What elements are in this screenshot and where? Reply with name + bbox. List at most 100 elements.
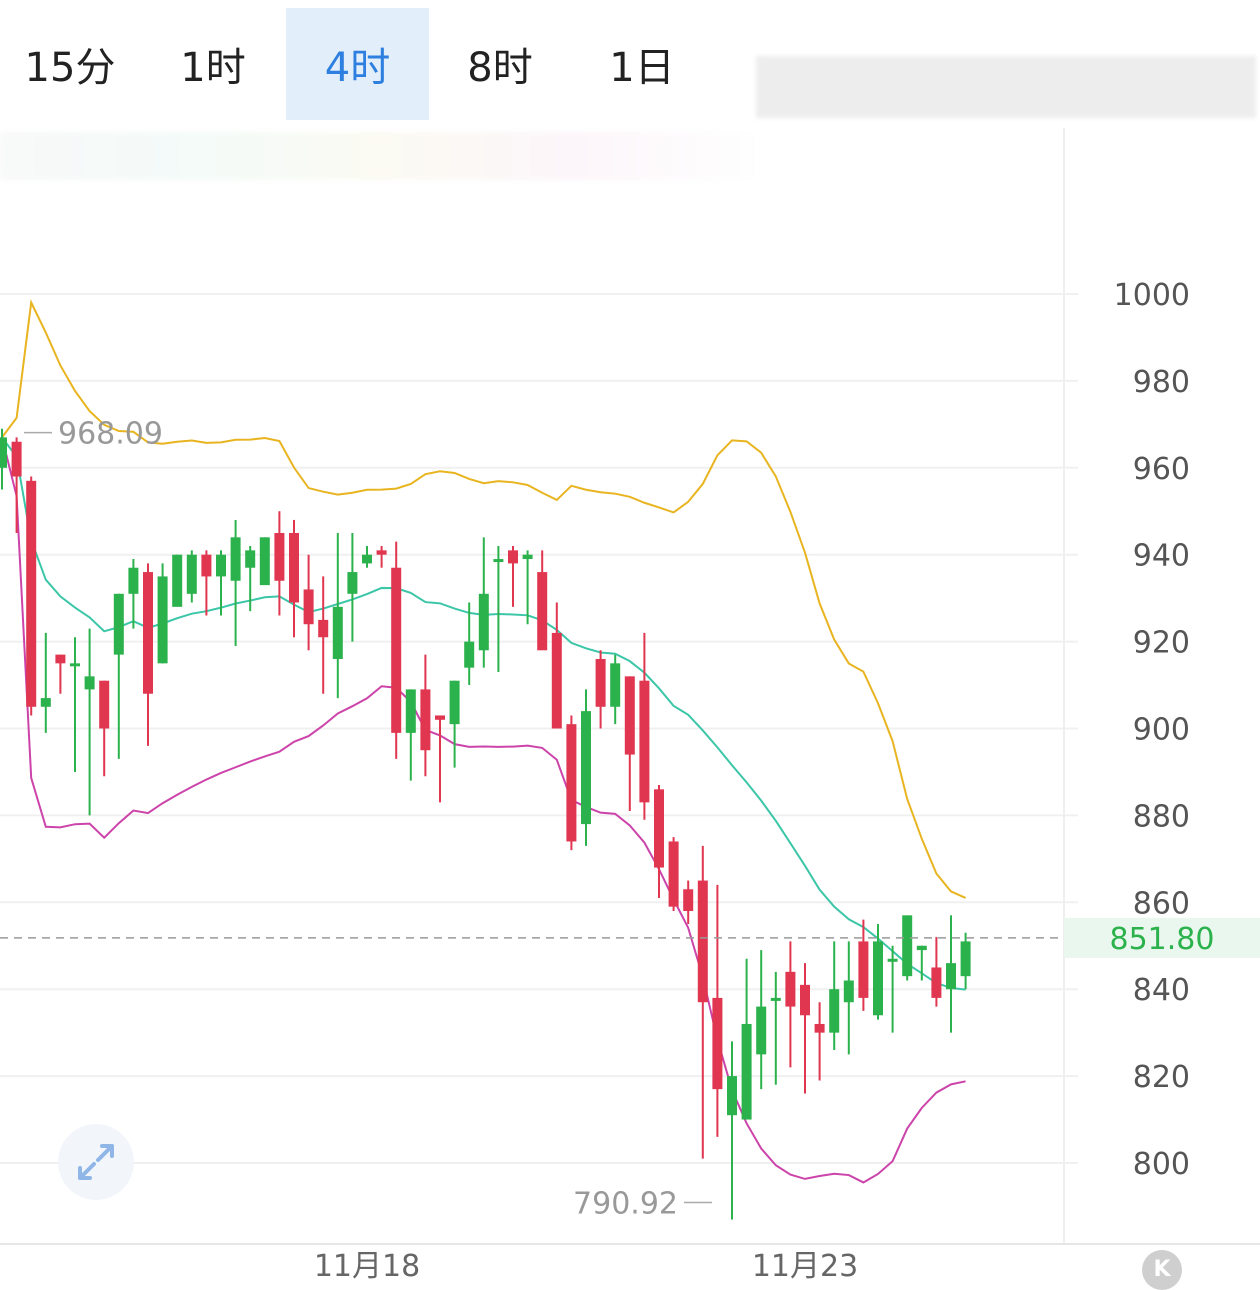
candle-body [464, 641, 475, 668]
candle-body [332, 606, 343, 659]
candle [843, 941, 854, 1055]
current-price-label: 851.80 [1110, 922, 1215, 957]
candle-body [712, 997, 723, 1090]
y-tick-label: 820 [1133, 1060, 1190, 1095]
candle [216, 550, 226, 616]
blurred-indicator-strip [0, 132, 760, 180]
candle [712, 884, 723, 1137]
candle [464, 602, 475, 686]
candle [0, 428, 7, 490]
candle-body [303, 589, 314, 625]
candle [522, 550, 533, 625]
candle-body [624, 676, 635, 755]
candle-body [274, 532, 285, 581]
candle [172, 554, 183, 607]
candle-body [259, 537, 270, 586]
timeframe-tabbar: 15分 1时 4时 8时 1日 [0, 8, 1260, 120]
candle-body [0, 437, 7, 468]
y-tick-label: 800 [1133, 1147, 1190, 1182]
candle-body [143, 572, 153, 694]
candle [785, 941, 796, 1068]
candle-body [887, 958, 898, 962]
y-tick-label: 940 [1133, 539, 1190, 574]
candle-body [727, 1076, 737, 1116]
low-annotation: 790.92 [573, 1186, 678, 1221]
tab-4h[interactable]: 4时 [286, 8, 429, 120]
candle-body [683, 889, 694, 911]
candle [99, 680, 110, 777]
candle [902, 915, 913, 981]
candle-body [610, 663, 621, 707]
candle-body [70, 663, 80, 667]
candle [113, 593, 124, 759]
candle-body [800, 984, 810, 1016]
candle [946, 915, 956, 1033]
tab-1d[interactable]: 1日 [609, 45, 675, 91]
candle [566, 715, 577, 851]
candle-body [741, 1023, 752, 1120]
candle [727, 1041, 737, 1220]
candle [40, 632, 51, 733]
candle-body [113, 593, 124, 655]
candle-body [522, 554, 533, 560]
candle-body [537, 572, 548, 651]
candle [741, 958, 752, 1120]
candle-body [843, 980, 854, 1003]
candle [143, 563, 153, 746]
y-tick-label: 860 [1133, 886, 1190, 921]
y-tick-label: 840 [1133, 973, 1190, 1008]
k-button[interactable]: K [1142, 1250, 1182, 1290]
candle-body [26, 480, 37, 707]
candle [814, 1002, 825, 1081]
y-tick-label: 960 [1133, 452, 1190, 487]
candle-body [376, 550, 387, 555]
y-tick-label: 920 [1133, 626, 1190, 661]
candle [303, 554, 314, 651]
tab-1h[interactable]: 1时 [180, 45, 246, 91]
expand-arrows-icon [78, 1144, 114, 1180]
candle [128, 559, 139, 629]
candle [800, 963, 810, 1094]
upper-band-line [1, 299, 967, 899]
candle [595, 650, 606, 729]
candle [581, 689, 591, 846]
candle [435, 715, 445, 803]
blurred-tabs-region [756, 56, 1256, 118]
candle-body [172, 554, 183, 607]
candle-body [84, 676, 95, 690]
candle-body [756, 1006, 767, 1055]
candle-body [128, 567, 139, 594]
tab-8h[interactable]: 8时 [467, 45, 533, 91]
candle-body [201, 554, 212, 577]
y-tick-label: 1000 [1114, 278, 1190, 313]
candle [449, 680, 460, 768]
candle-body [654, 789, 664, 868]
candle-body [40, 698, 51, 707]
lower-band-line [1, 437, 966, 1184]
candle [756, 950, 767, 1090]
tab-15m[interactable]: 15分 [24, 45, 116, 91]
candle [770, 971, 781, 1085]
candle-body [814, 1023, 825, 1033]
candle-body [405, 689, 416, 733]
candle [508, 546, 518, 607]
candle [931, 937, 942, 1007]
candle [332, 532, 343, 699]
candle [829, 941, 840, 1051]
expand-chart-button[interactable] [58, 1124, 134, 1200]
candle [84, 628, 95, 816]
candle [11, 437, 22, 533]
candle [70, 637, 80, 772]
candle [391, 541, 402, 759]
candle [26, 476, 37, 716]
candle-body [99, 680, 110, 729]
current-price-label-bg [1064, 917, 1260, 958]
y-tick-label: 900 [1133, 713, 1190, 748]
candle-body [493, 559, 504, 563]
candle [362, 546, 372, 568]
candle [230, 519, 241, 646]
candle [551, 602, 562, 729]
middle-band-line [1, 436, 966, 991]
candle [697, 845, 708, 1159]
candle [887, 945, 898, 1033]
